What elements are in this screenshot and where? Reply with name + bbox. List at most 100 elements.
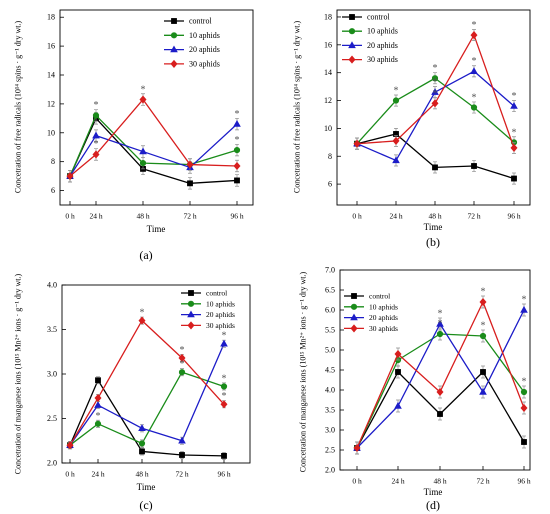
y-tick-label: 2.5	[325, 446, 335, 455]
x-tick-label: 96 h	[217, 470, 230, 479]
significance-asterisk: *	[512, 91, 517, 102]
data-point	[394, 349, 402, 359]
legend-label: 30 aphids	[367, 55, 398, 64]
x-tick-label: 96 h	[517, 477, 530, 486]
data-point	[94, 401, 102, 408]
y-tick-label: 4.0	[47, 281, 57, 290]
legend-label: 30 aphids	[206, 321, 235, 330]
significance-asterisk: *	[94, 139, 99, 150]
data-point	[139, 147, 147, 155]
series-line	[69, 117, 238, 184]
x-tick-label: 0 h	[352, 212, 362, 221]
series-30-aphids	[353, 29, 518, 154]
data-point	[470, 104, 478, 111]
y-tick-label: 18	[47, 13, 55, 22]
panel-caption: (c)	[139, 498, 152, 512]
legend-item-30-aphids: 30 aphids	[342, 55, 398, 64]
data-point	[392, 156, 400, 164]
data-point	[139, 448, 145, 455]
significance-asterisk: *	[438, 309, 443, 320]
data-point	[179, 452, 185, 458]
legend: control 10 aphids 20 aphids 30 aphids	[164, 17, 220, 68]
legend-marker	[350, 313, 358, 321]
x-tick-label: 48 h	[135, 470, 148, 479]
x-axis-label: Time	[147, 224, 166, 234]
series-control	[67, 376, 227, 460]
x-tick-label: 72 h	[175, 470, 188, 479]
legend-label: control	[369, 292, 390, 301]
legend-label: 10 aphids	[367, 27, 398, 36]
legend-item-control: control	[342, 13, 390, 22]
significance-asterisk: *	[96, 411, 101, 422]
y-tick-label: 8	[328, 152, 332, 161]
legend-item-10-aphids: 10 aphids	[181, 299, 235, 308]
legend-marker	[348, 41, 356, 49]
significance-asterisk: *	[438, 319, 443, 330]
data-point	[94, 420, 102, 427]
significance-asterisk: *	[140, 308, 145, 319]
plot-frame	[336, 9, 531, 206]
y-axis-label: Concetration of manganese ions (10¹⁵ Mn²…	[14, 273, 23, 474]
y-tick-label: 6	[51, 186, 55, 195]
significance-asterisk: *	[141, 84, 146, 95]
legend: control 10 aphids 20 aphids 30 aphids	[342, 13, 398, 64]
data-point	[480, 369, 486, 375]
legend-label: control	[367, 13, 390, 22]
plot-frame	[59, 9, 254, 206]
panel-caption: (d)	[426, 498, 440, 512]
y-tick-label: 12	[47, 99, 55, 108]
data-point	[431, 99, 439, 108]
x-tick-label: 72 h	[467, 212, 480, 221]
legend-label: 30 aphids	[189, 59, 220, 68]
y-tick-label: 5.5	[325, 326, 335, 335]
x-tick-label: 72 h	[476, 477, 489, 486]
significance-asterisk: *	[472, 56, 477, 67]
significance-asterisk: *	[481, 321, 486, 332]
legend-marker	[348, 55, 356, 64]
y-tick-label: 7.0	[325, 266, 335, 275]
data-point	[431, 75, 439, 82]
legend-item-10-aphids: 10 aphids	[164, 31, 220, 40]
y-tick-label: 10	[324, 124, 332, 133]
y-tick-label: 2.5	[47, 414, 57, 423]
legend-marker	[170, 59, 178, 68]
significance-asterisk: *	[235, 135, 240, 146]
data-point	[353, 443, 361, 453]
legend-label: 20 aphids	[367, 41, 398, 50]
x-tick-label: 24 h	[389, 212, 402, 221]
legend-marker	[349, 14, 355, 20]
legend-item-control: control	[344, 292, 390, 301]
x-tick-label: 48 h	[428, 212, 441, 221]
legend-item-10-aphids: 10 aphids	[344, 302, 398, 311]
panel-d: 2.0 2.5 3.0 3.5 4.0 4.5 5.0 5.5 6.0 6.5 7.0 0 h 24 h…	[299, 266, 531, 513]
y-tick-label: 6.0	[325, 306, 335, 315]
data-point	[436, 387, 444, 397]
data-point	[479, 387, 487, 395]
legend-label: control	[189, 17, 212, 26]
legend-marker	[187, 300, 195, 307]
legend-label: 10 aphids	[189, 31, 220, 40]
y-tick-label: 5.0	[325, 346, 335, 355]
x-tick-label: 24 h	[91, 470, 104, 479]
legend-label: 10 aphids	[206, 299, 235, 308]
legend-marker	[170, 45, 178, 53]
data-point	[521, 439, 527, 445]
legend-label: 20 aphids	[206, 310, 235, 319]
series-control	[67, 112, 240, 190]
y-tick-label: 10	[47, 128, 55, 137]
data-point	[470, 31, 478, 40]
data-point	[471, 163, 477, 169]
data-point	[187, 180, 193, 187]
data-point	[510, 143, 518, 152]
legend-marker	[351, 293, 357, 299]
legend-item-20-aphids: 20 aphids	[164, 45, 220, 54]
data-point	[220, 400, 228, 409]
series-30-aphids	[66, 93, 241, 183]
y-tick-label: 4.0	[325, 386, 335, 395]
series-30-aphids	[353, 295, 528, 455]
significance-asterisk: *	[481, 287, 486, 298]
panel-b: 6 8 10 12 14 16 18 0 h 24 h 48 h 72 h 96 h Time Conce…	[293, 9, 531, 249]
x-tick-label: 48 h	[433, 477, 446, 486]
x-tick-label: 72 h	[183, 212, 196, 221]
